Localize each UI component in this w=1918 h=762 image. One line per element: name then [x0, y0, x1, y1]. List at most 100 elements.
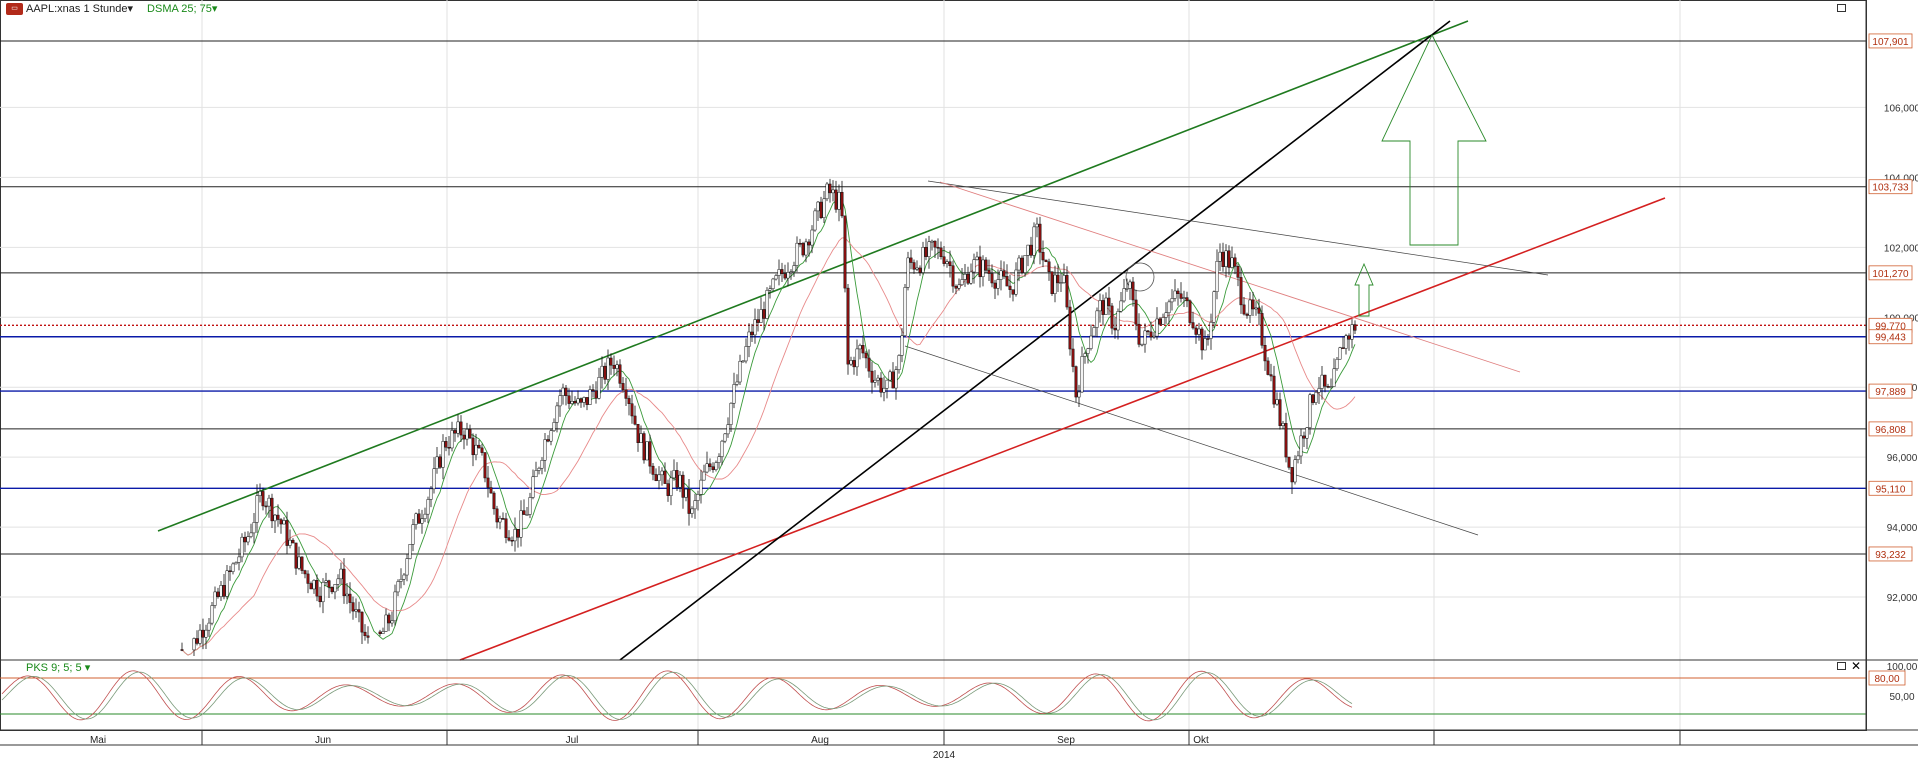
candle-body [999, 270, 1003, 280]
candle-body [1236, 266, 1240, 278]
candle-body [1029, 244, 1033, 256]
candle-body [411, 524, 415, 545]
candle-body [1341, 347, 1345, 349]
candle-body [687, 488, 691, 514]
candle-body [933, 240, 937, 248]
candle-body [666, 483, 670, 496]
close-oscillator-icon[interactable]: ✕ [1851, 659, 1862, 673]
candle-body [1113, 327, 1117, 331]
candle-body [927, 241, 931, 257]
candle-body [312, 580, 316, 590]
candle-body [1014, 269, 1018, 295]
oscillator-selector[interactable]: PKS 9; 5; 5 ▾ [26, 661, 90, 674]
candle-body [387, 614, 391, 624]
candle-body [1224, 250, 1228, 267]
level-label-box [1868, 421, 1913, 437]
candle-body [669, 477, 673, 496]
candle-body [834, 189, 838, 210]
candle-body [276, 514, 280, 520]
candle-body [1257, 307, 1261, 314]
candle-body [525, 514, 529, 516]
candle-body [234, 562, 238, 565]
candle-body [963, 273, 967, 280]
candle-body [315, 580, 319, 597]
candle-body [615, 364, 619, 369]
candle-body [492, 492, 496, 510]
candle-body [750, 331, 754, 336]
candle-body [1197, 328, 1201, 335]
indicator-selector[interactable]: DSMA 25; 75▾ [147, 2, 217, 15]
candle-body [270, 497, 274, 522]
candle-body [633, 415, 637, 425]
candle-body [696, 494, 700, 501]
candle-body [861, 345, 865, 354]
candle-body [1311, 394, 1315, 403]
candle-body [906, 257, 910, 288]
candle-body [1188, 300, 1192, 323]
candle-body [1329, 386, 1333, 388]
candle-body [1272, 375, 1276, 405]
candle-body [1167, 301, 1171, 313]
maximize-chart-icon[interactable] [1837, 4, 1846, 12]
candle-body [297, 556, 301, 569]
candle-body [225, 570, 229, 597]
candle-body [1122, 288, 1126, 302]
level-label-box [1868, 546, 1913, 562]
candle-body [1242, 304, 1246, 315]
candle-body [1038, 223, 1042, 253]
candle-body [558, 395, 562, 407]
candle-body [723, 433, 727, 442]
big-up-arrow [1381, 33, 1487, 246]
level-label: 99,443 [1875, 333, 1906, 344]
candle-body [1116, 311, 1120, 331]
candle-body [222, 585, 226, 597]
y-tick-label: 94,000 [1887, 523, 1918, 534]
candle-body [378, 631, 382, 634]
candle-body [741, 360, 745, 363]
circle-marker [1125, 262, 1155, 292]
candle-body [1140, 343, 1144, 346]
upper-channel-line [927, 180, 1549, 276]
level-label: 93,232 [1875, 550, 1906, 561]
osc-tick-label: 100,00 [1887, 662, 1918, 673]
candle-body [1269, 374, 1273, 377]
candle-body [1302, 435, 1306, 439]
candle-body [837, 191, 841, 210]
candle-body [1134, 299, 1138, 325]
candle-body [894, 369, 898, 389]
candle-body [417, 513, 421, 524]
candle-body [267, 497, 271, 507]
candle-body [351, 602, 355, 612]
candle-body [765, 290, 769, 319]
candle-body [555, 405, 559, 423]
symbol-selector[interactable]: AAPL:xnas 1 Stunde▾ [26, 2, 133, 15]
candle-body [951, 265, 955, 287]
candle-body [333, 584, 337, 593]
candle-body [1293, 459, 1297, 483]
candle-body [306, 573, 310, 584]
candle-body [654, 474, 658, 481]
candle-body [708, 463, 712, 467]
level-label: 95,110 [1876, 484, 1906, 495]
maximize-oscillator-icon[interactable] [1837, 662, 1846, 670]
candle-body [501, 518, 505, 520]
candle-body [897, 355, 901, 370]
lower-channel-line [904, 345, 1479, 536]
candle-body [957, 284, 961, 289]
candle-body [930, 240, 934, 243]
candle-body [261, 491, 265, 507]
candle-body [609, 357, 613, 366]
candle-body [1323, 374, 1327, 387]
symbol-label: AAPL:xnas 1 Stunde [26, 3, 128, 15]
candle-body [831, 189, 835, 194]
candle-body [1245, 313, 1249, 316]
candle-body [363, 631, 367, 637]
candle-body [810, 229, 814, 246]
candle-body [792, 265, 796, 272]
candle-body [324, 580, 328, 583]
candle-body [201, 629, 205, 638]
candle-body [924, 247, 928, 257]
candle-body [1077, 391, 1081, 398]
candle-body [1071, 348, 1075, 367]
